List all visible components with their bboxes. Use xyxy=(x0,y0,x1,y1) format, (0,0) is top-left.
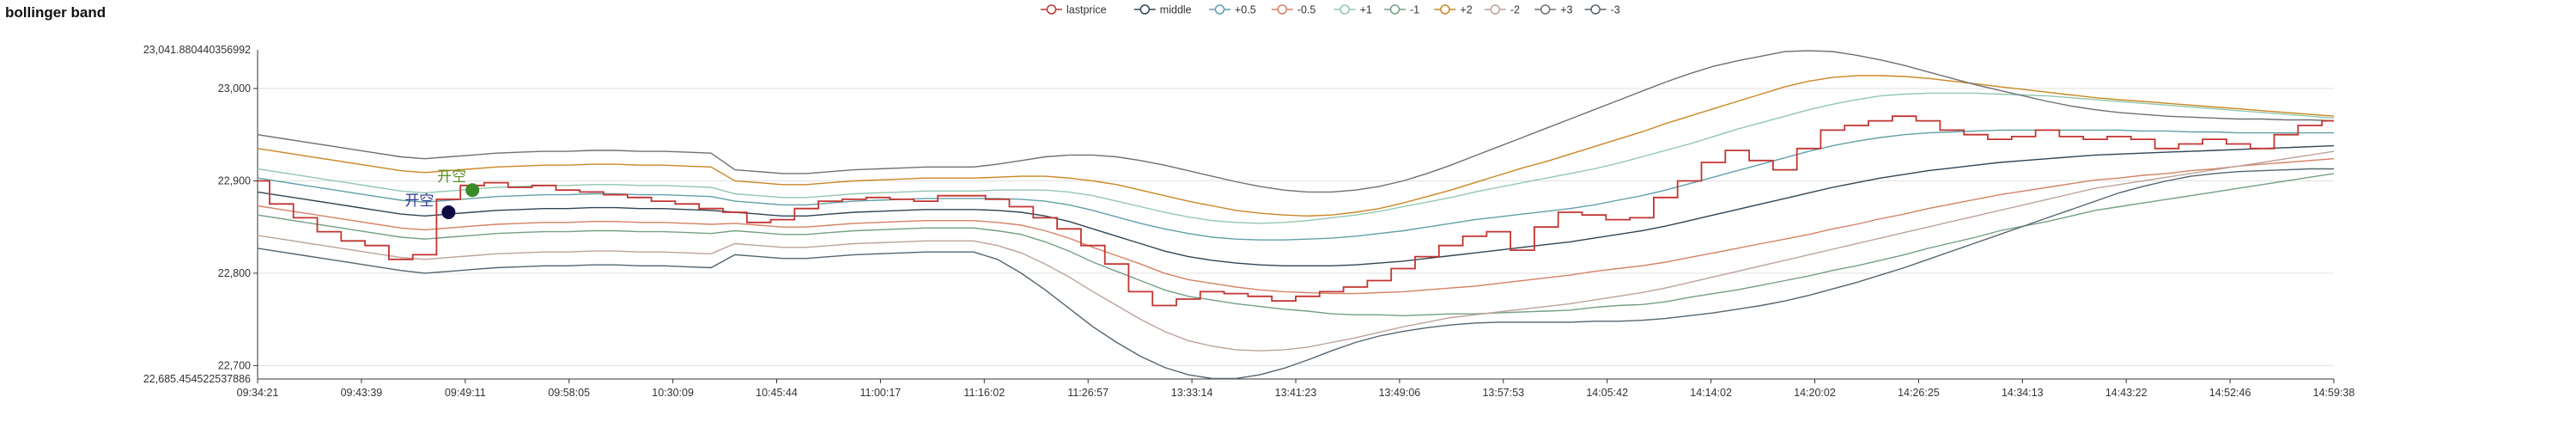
trade-marker-label-2: 开空 xyxy=(437,168,466,185)
legend-swatch-symbol xyxy=(1440,4,1450,15)
y-tick-label: 22,700 xyxy=(218,359,251,371)
legend-item-minus-0-5: -0.5 xyxy=(1271,4,1316,16)
x-tick-label: 09:49:11 xyxy=(445,387,486,399)
x-tick-label: 14:34:13 xyxy=(2002,387,2044,399)
legend-item-plusminus-0-5: +0.5 xyxy=(1209,4,1256,16)
legend-swatch-symbol xyxy=(1046,4,1057,15)
x-tick-label: 14:43:22 xyxy=(2105,387,2148,399)
x-tick-label: 11:00:17 xyxy=(860,387,902,399)
legend-label: +1 xyxy=(1360,4,1372,16)
legend-swatch-symbol xyxy=(1139,4,1151,15)
legend: lastprice middle +0.5 -0.5 +1 -1 +2 -2 +3 -3 xyxy=(1041,4,1620,16)
series-line-minus-3 xyxy=(257,168,2334,380)
y-tick-label: 22,800 xyxy=(218,267,251,279)
x-tick-label: 09:34:21 xyxy=(237,387,279,399)
trade-marker-1 xyxy=(441,205,456,219)
series-line-middle xyxy=(257,144,2335,266)
legend-item-middle: middle xyxy=(1133,4,1192,16)
legend-swatch-symbol xyxy=(1490,4,1501,15)
legend-label: +3 xyxy=(1560,4,1572,16)
legend-label: lastprice xyxy=(1066,4,1107,16)
x-axis: 09:34:21 09:43:39 09:49:11 09:58:05 10:30:09… xyxy=(237,378,2355,399)
x-tick-label: 14:05:42 xyxy=(1586,387,1628,399)
legend-item-lastprice: lastprice xyxy=(1041,4,1107,16)
trade-marker-2 xyxy=(465,183,480,198)
series-line-plusminus-3 xyxy=(257,50,2335,193)
legend-label: -2 xyxy=(1510,4,1520,16)
legend-label: -0.5 xyxy=(1297,4,1316,16)
y-axis: 23,000 22,900 22,800 22,700 23,041.880440356… xyxy=(143,44,258,385)
x-tick-label: 14:20:02 xyxy=(1794,387,1836,399)
x-tick-label: 10:45:44 xyxy=(756,387,798,399)
x-tick-label: 11:16:02 xyxy=(963,387,1005,399)
x-tick-label: 11:26:57 xyxy=(1067,387,1109,399)
series-line-minus-2 xyxy=(257,150,2335,351)
x-tick-label: 14:14:02 xyxy=(1690,387,1732,399)
legend-label: middle xyxy=(1160,4,1192,16)
y-min-label: 22,685.454522537886 xyxy=(143,373,251,385)
legend-item-minus-1: -1 xyxy=(1384,4,1419,16)
grid xyxy=(258,88,2334,366)
x-tick-label: 13:33:14 xyxy=(1171,387,1213,399)
x-tick-label: 09:58:05 xyxy=(548,387,590,399)
series-line-minus-1 xyxy=(257,173,2335,317)
x-tick-label: 14:26:25 xyxy=(1898,387,1940,399)
legend-swatch-symbol xyxy=(1277,4,1288,15)
legend-swatch-symbol xyxy=(1340,4,1350,15)
series-line-plusminus-1 xyxy=(257,92,2335,224)
trade-marker-label-1: 开空 xyxy=(404,193,434,209)
legend-item-plusminus-3: +3 xyxy=(1534,4,1572,16)
legend-label: +2 xyxy=(1460,4,1472,16)
series-line-lastprice xyxy=(258,115,2334,307)
legend-item-plusminus-1: +1 xyxy=(1334,4,1372,16)
x-tick-label: 13:49:06 xyxy=(1379,387,1421,399)
legend-label: +0.5 xyxy=(1235,4,1256,16)
x-tick-label: 14:59:38 xyxy=(2313,387,2355,399)
legend-label: -3 xyxy=(1611,4,1620,16)
x-tick-label: 13:41:23 xyxy=(1275,387,1317,399)
x-tick-label: 10:30:09 xyxy=(652,387,694,399)
series-line-minus-0-5 xyxy=(257,158,2335,295)
series-line-plusminus-2 xyxy=(257,75,2335,217)
legend-swatch-symbol xyxy=(1540,4,1551,15)
y-tick-label: 22,900 xyxy=(218,174,251,186)
legend-label: -1 xyxy=(1410,4,1419,16)
x-tick-label: 13:57:53 xyxy=(1482,387,1524,399)
series-layer xyxy=(257,50,2335,380)
legend-swatch-symbol xyxy=(1214,4,1225,15)
y-tick-label: 23,000 xyxy=(218,83,251,95)
legend-item-minus-3: -3 xyxy=(1584,4,1620,16)
y-max-label: 23,041.880440356992 xyxy=(143,44,251,56)
legend-swatch-symbol xyxy=(1389,4,1400,15)
legend-item-plusminus-2: +2 xyxy=(1434,4,1473,16)
x-tick-label: 09:43:39 xyxy=(341,387,383,399)
x-tick-label: 14:52:46 xyxy=(2209,387,2251,399)
legend-item-minus-2: -2 xyxy=(1484,4,1520,16)
legend-swatch-symbol xyxy=(1590,4,1601,15)
chart-title: bollinger band xyxy=(5,4,106,21)
